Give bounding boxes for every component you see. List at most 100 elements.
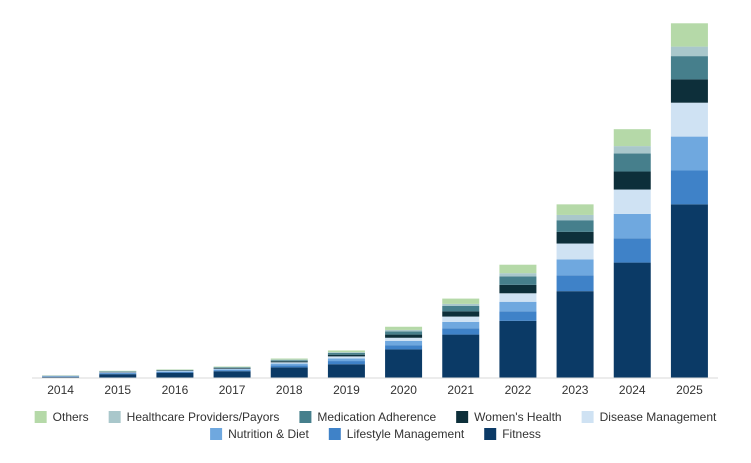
bar-nutrition-diet-2022 — [499, 301, 537, 312]
bar-lifestyle-management-2017 — [213, 370, 251, 372]
bar-others-2021 — [442, 298, 480, 304]
x-tick-label-2019: 2019 — [333, 383, 360, 397]
bar-nutrition-diet-2016 — [156, 371, 194, 372]
bar-stack-2020 — [385, 326, 423, 378]
legend-item-medication-adherence: Medication Adherence — [299, 410, 436, 424]
legend-label-nutrition-diet: Nutrition & Diet — [228, 427, 309, 441]
bar-women-s-health-2021 — [442, 311, 480, 317]
bar-medication-adherence-2022 — [499, 276, 537, 285]
bar-medication-adherence-2025 — [670, 56, 708, 80]
x-tick-label-2024: 2024 — [619, 383, 646, 397]
legend-item-healthcare-providers-payors: Healthcare Providers/Payors — [108, 410, 279, 424]
legend-swatch-others — [34, 411, 47, 423]
bar-medication-adherence-2019 — [327, 353, 365, 355]
bar-fitness-2016 — [156, 372, 194, 378]
bar-lifestyle-management-2018 — [270, 365, 308, 368]
x-tick-label-2020: 2020 — [390, 383, 417, 397]
x-tick-label-2016: 2016 — [162, 383, 189, 397]
bar-disease-management-2018 — [270, 362, 308, 364]
legend-item-women-s-health: Women's Health — [456, 410, 562, 424]
bar-fitness-2014 — [42, 376, 80, 378]
bar-disease-management-2024 — [613, 189, 651, 214]
bar-healthcare-providers-payors-2021 — [442, 303, 480, 306]
bar-disease-management-2020 — [385, 337, 423, 341]
bar-lifestyle-management-2020 — [385, 345, 423, 350]
bar-fitness-2021 — [442, 334, 480, 378]
bar-medication-adherence-2024 — [613, 153, 651, 172]
bar-healthcare-providers-payors-2018 — [270, 359, 308, 361]
bar-stack-2014 — [42, 375, 80, 378]
legend-label-lifestyle-management: Lifestyle Management — [347, 427, 465, 441]
bar-medication-adherence-2023 — [556, 220, 594, 232]
bar-stack-2025 — [670, 23, 708, 378]
bar-lifestyle-management-2015 — [99, 373, 137, 375]
bar-nutrition-diet-2021 — [442, 321, 480, 329]
bar-others-2017 — [213, 366, 251, 368]
legend-label-women-s-health: Women's Health — [474, 410, 561, 424]
legend-label-others: Others — [53, 410, 89, 424]
bar-nutrition-diet-2019 — [327, 358, 365, 362]
bar-nutrition-diet-2020 — [385, 340, 423, 346]
bar-fitness-2015 — [99, 374, 137, 378]
bar-disease-management-2022 — [499, 293, 537, 302]
bar-others-2025 — [670, 23, 708, 47]
bar-women-s-health-2022 — [499, 284, 537, 294]
bar-nutrition-diet-2017 — [213, 369, 251, 371]
bar-healthcare-providers-payors-2019 — [327, 352, 365, 354]
x-tick-label-2018: 2018 — [276, 383, 303, 397]
legend-item-fitness: Fitness — [484, 427, 541, 441]
legend-item-disease-management: Disease Management — [581, 410, 717, 424]
x-tick-label-2015: 2015 — [104, 383, 131, 397]
bar-healthcare-providers-payors-2025 — [670, 46, 708, 57]
bar-fitness-2020 — [385, 349, 423, 378]
bar-stack-2022 — [499, 264, 537, 378]
bars-layer — [42, 23, 708, 378]
bar-stack-2023 — [556, 204, 594, 378]
bar-others-2018 — [270, 358, 308, 360]
bar-stack-2019 — [327, 350, 365, 378]
bar-others-2020 — [385, 326, 423, 330]
bar-women-s-health-2024 — [613, 171, 651, 190]
bar-fitness-2018 — [270, 367, 308, 378]
legend-label-medication-adherence: Medication Adherence — [317, 410, 436, 424]
bar-fitness-2019 — [327, 364, 365, 378]
bar-healthcare-providers-payors-2020 — [385, 329, 423, 332]
legend-swatch-nutrition-diet — [210, 428, 223, 440]
bar-disease-management-2021 — [442, 316, 480, 322]
bar-fitness-2022 — [499, 320, 537, 378]
bar-lifestyle-management-2021 — [442, 328, 480, 335]
legend-swatch-medication-adherence — [299, 411, 312, 423]
bar-fitness-2024 — [613, 262, 651, 378]
legend-item-lifestyle-management: Lifestyle Management — [328, 427, 465, 441]
x-tick-label-2021: 2021 — [447, 383, 474, 397]
bar-healthcare-providers-payors-2022 — [499, 273, 537, 277]
bar-lifestyle-management-2016 — [156, 371, 194, 373]
bar-women-s-health-2018 — [270, 361, 308, 363]
bar-women-s-health-2023 — [556, 231, 594, 244]
bar-nutrition-diet-2023 — [556, 259, 594, 276]
bar-others-2023 — [556, 204, 594, 215]
legend-label-disease-management: Disease Management — [600, 410, 717, 424]
x-tick-label-2022: 2022 — [505, 383, 532, 397]
legend-swatch-fitness — [484, 428, 497, 440]
bar-nutrition-diet-2015 — [99, 372, 137, 374]
bar-lifestyle-management-2024 — [613, 238, 651, 263]
bar-stack-2016 — [156, 369, 194, 378]
bar-women-s-health-2017 — [213, 368, 251, 369]
legend-label-fitness: Fitness — [502, 427, 541, 441]
x-tick-label-2025: 2025 — [676, 383, 703, 397]
bar-stack-2015 — [99, 370, 137, 378]
bar-nutrition-diet-2024 — [613, 213, 651, 239]
bar-medication-adherence-2017 — [213, 367, 251, 369]
bar-disease-management-2025 — [670, 102, 708, 137]
bar-nutrition-diet-2025 — [670, 136, 708, 171]
bar-disease-management-2017 — [213, 368, 251, 370]
bar-disease-management-2023 — [556, 243, 594, 260]
bar-healthcare-providers-payors-2023 — [556, 214, 594, 221]
bar-lifestyle-management-2022 — [499, 311, 537, 321]
bar-medication-adherence-2021 — [442, 306, 480, 312]
bar-stack-2017 — [213, 366, 251, 378]
bar-women-s-health-2025 — [670, 79, 708, 103]
